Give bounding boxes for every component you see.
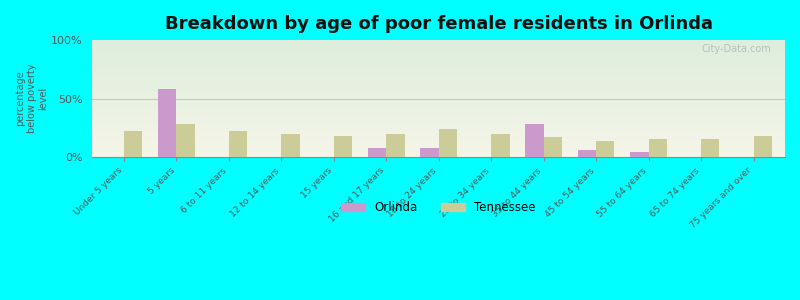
Bar (386, 134, 405, 157)
Bar (526, 124, 544, 157)
Bar (649, 140, 667, 157)
Y-axis label: percentage
below poverty
level: percentage below poverty level (15, 64, 48, 133)
Bar (124, 131, 142, 157)
Legend: Orlinda, Tennessee: Orlinda, Tennessee (337, 196, 541, 219)
Bar (229, 131, 247, 157)
Bar (282, 134, 300, 157)
Bar (754, 136, 772, 157)
Bar (701, 140, 719, 157)
Bar (176, 124, 194, 157)
Bar (368, 148, 386, 157)
Bar (544, 137, 562, 157)
Bar (578, 150, 596, 157)
Text: City-Data.com: City-Data.com (702, 44, 771, 54)
Bar (596, 141, 614, 157)
Bar (334, 136, 352, 157)
Bar (438, 129, 457, 157)
Bar (158, 89, 176, 157)
Title: Breakdown by age of poor female residents in Orlinda: Breakdown by age of poor female resident… (165, 15, 713, 33)
Bar (420, 148, 438, 157)
Bar (630, 152, 649, 157)
Bar (491, 134, 510, 157)
